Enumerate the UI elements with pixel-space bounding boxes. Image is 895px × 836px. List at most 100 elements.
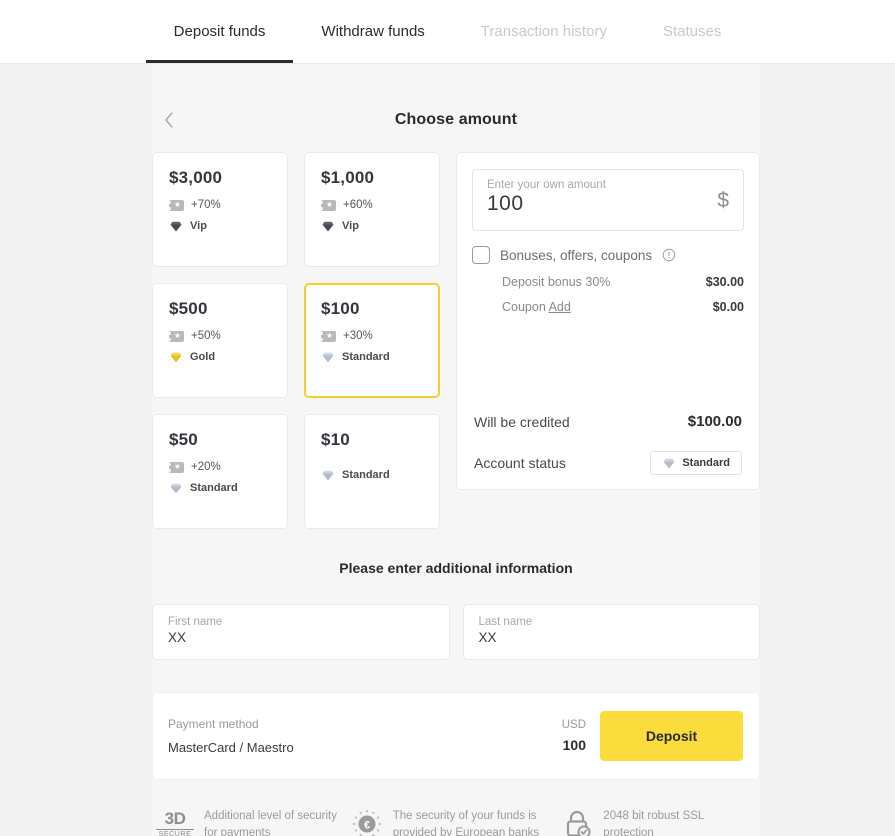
page-header: Choose amount	[152, 92, 760, 148]
amount-card-10[interactable]: $10 Standard	[304, 414, 440, 529]
bonus-line-deposit: Deposit bonus 30% $30.00	[472, 275, 744, 289]
amount-card-grid: $3,000 ★ +70% Vip $1,000 ★ +60%	[152, 152, 440, 529]
custom-amount-input[interactable]: Enter your own amount 100 $	[472, 169, 744, 231]
amount-card-100[interactable]: $100 ★ +30% Standard	[304, 283, 440, 398]
3d-secure-logo-big: 3D	[164, 809, 186, 828]
diamond-icon	[170, 352, 182, 362]
custom-amount-label: Enter your own amount	[487, 179, 606, 191]
tab-label: Deposit funds	[173, 23, 266, 40]
account-status-badge[interactable]: Standard	[650, 451, 742, 475]
tab-transaction-history[interactable]: Transaction history	[453, 0, 635, 63]
footer-text: Additional level of security for payment…	[204, 810, 337, 836]
amount-status-label: Standard	[190, 482, 238, 494]
coupon-text: Coupon	[502, 300, 546, 314]
amount-status-row: Vip	[169, 220, 273, 232]
amount-bonus-row: ★ +20%	[168, 461, 273, 473]
amount-value: $3,000	[169, 168, 223, 187]
last-name-input[interactable]: Last name XX	[462, 604, 760, 660]
diamond-icon	[322, 470, 334, 480]
ticket-star-icon: ★	[168, 330, 184, 342]
first-name-value: XX	[168, 630, 187, 645]
amount-value: $1,000	[321, 168, 375, 187]
amount-bonus-label: +30%	[343, 330, 373, 342]
additional-info-title: Please enter additional information	[339, 560, 573, 576]
deposit-button[interactable]: Deposit	[600, 711, 743, 761]
footer-item-european-banks: € The security of your funds is provided…	[351, 808, 562, 836]
amount-status-label: Vip	[342, 220, 359, 232]
footer-item-ssl: 2048 bit robust SSL protection	[561, 808, 756, 836]
ticket-star-icon: ★	[168, 199, 184, 211]
svg-text:€: €	[364, 820, 370, 832]
summary-panel: Enter your own amount 100 $ Bonuses, off…	[456, 152, 760, 490]
amount-value: $50	[169, 430, 198, 449]
tab-statuses[interactable]: Statuses	[635, 0, 749, 63]
account-status-label: Account status	[474, 455, 566, 471]
account-status-value: Standard	[682, 457, 730, 469]
payment-method-block[interactable]: Payment method MasterCard / Maestro	[168, 717, 294, 755]
main-tabbar: Deposit funds Withdraw funds Transaction…	[0, 0, 895, 64]
amount-card-3000[interactable]: $3,000 ★ +70% Vip	[152, 152, 288, 267]
info-circle-icon[interactable]	[662, 248, 676, 262]
amount-status-row: Vip	[321, 220, 425, 232]
amount-status-label: Gold	[190, 351, 216, 363]
padlock-check-icon	[567, 810, 591, 836]
amount-status-row: Standard	[321, 351, 425, 363]
tab-withdraw-funds[interactable]: Withdraw funds	[293, 0, 452, 63]
tab-label: Statuses	[662, 23, 722, 40]
amount-bonus-label: +20%	[191, 461, 221, 473]
amount-status-label: Standard	[342, 351, 390, 363]
payment-method-value: MasterCard / Maestro	[168, 740, 294, 755]
will-be-credited-label: Will be credited	[474, 413, 570, 430]
amount-status-label: Standard	[342, 469, 390, 481]
ticket-star-icon: ★	[320, 199, 336, 211]
bonus-line-label: Deposit bonus 30%	[502, 275, 611, 289]
bonuses-checkbox[interactable]	[472, 246, 490, 264]
payment-currency: USD	[561, 719, 586, 731]
eu-stars-euro-icon: €	[352, 810, 381, 836]
payment-amount: 100	[562, 737, 586, 753]
amount-bonus-row: ★ +70%	[168, 199, 273, 211]
ticket-star-icon: ★	[168, 461, 184, 473]
chevron-left-icon[interactable]	[158, 109, 180, 131]
amount-bonus-row: ★ +60%	[320, 199, 425, 211]
amount-card-1000[interactable]: $1,000 ★ +60% Vip	[304, 152, 440, 267]
diamond-icon	[170, 221, 182, 231]
amount-card-50[interactable]: $50 ★ +20% Standard	[152, 414, 288, 529]
amount-bonus-row: ★ +50%	[168, 330, 273, 342]
custom-amount-value: 100	[487, 192, 524, 215]
security-footer: 3D SECURE Additional level of security f…	[152, 808, 760, 836]
last-name-value: XX	[478, 630, 497, 645]
account-status-row: Account status Standard	[472, 451, 744, 475]
amount-bonus-label: +60%	[343, 199, 373, 211]
payment-method-label: Payment method	[168, 717, 259, 731]
amount-value: $10	[321, 430, 350, 449]
first-name-label: First name	[168, 616, 223, 628]
bonuses-label: Bonuses, offers, coupons	[500, 247, 653, 263]
amount-bonus-row: ★ +30%	[320, 330, 425, 342]
payment-amount-block: USD 100	[562, 719, 586, 753]
ticket-star-icon: ★	[320, 330, 336, 342]
footer-text: 2048 bit robust SSL protection	[603, 810, 704, 836]
3d-secure-logo: 3D SECURE	[156, 810, 194, 836]
last-name-label: Last name	[478, 616, 533, 628]
tab-deposit-funds[interactable]: Deposit funds	[145, 0, 294, 63]
tab-label: Transaction history	[480, 23, 607, 40]
diamond-icon	[663, 458, 675, 468]
amount-card-500[interactable]: $500 ★ +50% Gold	[152, 283, 288, 398]
amount-selection-area: $3,000 ★ +70% Vip $1,000 ★ +60%	[152, 152, 760, 529]
footer-item-3d-secure: 3D SECURE Additional level of security f…	[156, 808, 351, 836]
amount-status-label: Vip	[190, 220, 207, 232]
amount-status-row: Standard	[321, 469, 425, 481]
amount-status-row: Standard	[169, 482, 273, 494]
diamond-icon	[170, 483, 182, 493]
footer-text: The security of your funds is provided b…	[392, 810, 540, 836]
will-be-credited-row: Will be credited $100.00	[472, 413, 744, 430]
amount-value: $100	[321, 299, 360, 318]
diamond-icon	[322, 221, 334, 231]
amount-value: $500	[169, 299, 208, 318]
coupon-add-link[interactable]: Add	[548, 300, 571, 314]
first-name-input[interactable]: First name XX	[152, 604, 450, 660]
coupon-label: Coupon Add	[502, 300, 571, 314]
currency-symbol-icon: $	[717, 189, 729, 212]
bonus-line-value: $30.00	[705, 275, 744, 289]
